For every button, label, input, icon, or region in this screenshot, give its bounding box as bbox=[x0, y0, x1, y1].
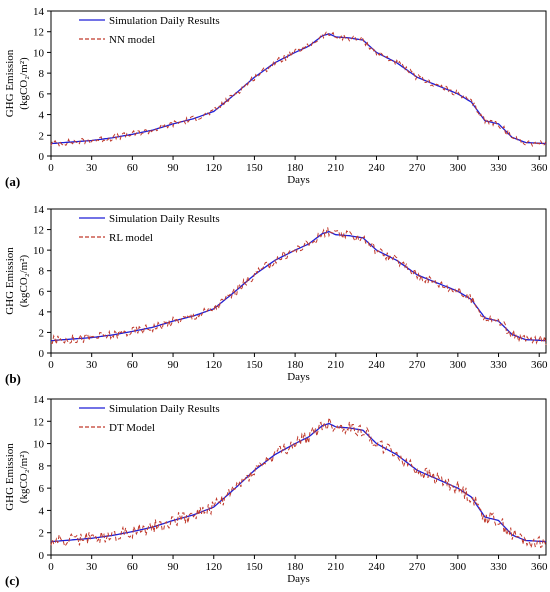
chart-panel-a: 0 2 4 6 8 10 12 14 0 30 60 90 120 150 180 210 240 270 300 3… bbox=[4, 6, 548, 189]
x-tick-label: 270 bbox=[409, 359, 426, 371]
x-tick-label: 210 bbox=[328, 359, 345, 371]
series-line-model bbox=[50, 31, 547, 147]
x-tick-label: 270 bbox=[409, 162, 426, 174]
x-tick-label: 330 bbox=[490, 561, 507, 573]
y-tick-label: 12 bbox=[33, 225, 44, 237]
y-tick-label: 4 bbox=[39, 110, 45, 122]
y-tick-label: 8 bbox=[39, 266, 45, 278]
y-tick-label: 12 bbox=[33, 416, 44, 428]
y-tick-label: 8 bbox=[39, 68, 45, 80]
plot-frame bbox=[50, 10, 547, 157]
y-tick-label: 4 bbox=[39, 307, 45, 319]
x-tick-label: 180 bbox=[287, 561, 304, 573]
y-axis-title-line1: GHG Emission bbox=[4, 49, 16, 117]
x-tick-label: 360 bbox=[531, 561, 548, 573]
x-tick-label: 120 bbox=[205, 359, 222, 371]
y-tick-label: 14 bbox=[33, 204, 45, 216]
x-tick-label: 300 bbox=[450, 561, 467, 573]
y-tick-label: 4 bbox=[39, 505, 45, 517]
x-tick-label: 240 bbox=[368, 162, 385, 174]
legend-label: NN model bbox=[109, 34, 155, 46]
panel-label: (a) bbox=[5, 174, 20, 189]
x-tick-label: 0 bbox=[48, 162, 54, 174]
y-tick-label: 6 bbox=[39, 89, 45, 101]
y-tick-label: 10 bbox=[33, 47, 45, 59]
chart-panel-c: 0 2 4 6 8 10 12 14 0 30 60 90 120 150 180 210 240 270 300 3… bbox=[4, 394, 548, 588]
x-tick-label: 180 bbox=[287, 162, 304, 174]
x-tick-label: 210 bbox=[328, 561, 345, 573]
panel-label: (c) bbox=[5, 573, 19, 588]
y-tick-label: 10 bbox=[33, 439, 45, 451]
x-tick-label: 0 bbox=[48, 561, 54, 573]
x-tick-label: 90 bbox=[168, 162, 180, 174]
x-tick-label: 150 bbox=[246, 162, 263, 174]
x-tick-label: 330 bbox=[490, 162, 507, 174]
y-tick-label: 14 bbox=[33, 394, 45, 406]
y-tick-label: 6 bbox=[39, 286, 45, 298]
x-tick-label: 240 bbox=[368, 561, 385, 573]
x-tick-label: 210 bbox=[328, 162, 345, 174]
x-tick-label: 150 bbox=[246, 561, 263, 573]
x-axis-title: Days bbox=[287, 174, 310, 186]
series-line-simulation bbox=[50, 230, 547, 342]
y-tick-label: 2 bbox=[39, 528, 45, 540]
y-axis-title-line2: (kgCO₂/m²) bbox=[18, 254, 30, 307]
series-line-model bbox=[50, 227, 547, 345]
y-axis-title-line2: (kgCO₂/m²) bbox=[18, 450, 30, 503]
series-line-model bbox=[50, 415, 547, 550]
x-tick-label: 90 bbox=[168, 359, 180, 371]
x-tick-label: 240 bbox=[368, 359, 385, 371]
x-tick-label: 30 bbox=[86, 162, 98, 174]
legend-label: Simulation Daily Results bbox=[109, 213, 220, 225]
y-tick-label: 8 bbox=[39, 461, 45, 473]
x-tick-label: 90 bbox=[168, 561, 180, 573]
x-axis-title: Days bbox=[287, 371, 310, 383]
x-tick-label: 180 bbox=[287, 359, 304, 371]
y-tick-label: 6 bbox=[39, 483, 45, 495]
y-tick-label: 12 bbox=[33, 27, 44, 39]
y-tick-label: 0 bbox=[39, 151, 45, 163]
x-tick-label: 270 bbox=[409, 561, 426, 573]
plot-frame bbox=[50, 208, 547, 354]
x-tick-label: 360 bbox=[531, 359, 548, 371]
x-tick-label: 300 bbox=[450, 359, 467, 371]
series-line-simulation bbox=[50, 33, 547, 145]
y-axis-title-line1: GHG Emission bbox=[4, 247, 16, 315]
y-tick-label: 2 bbox=[39, 327, 45, 339]
x-tick-label: 30 bbox=[86, 359, 98, 371]
y-tick-label: 2 bbox=[39, 130, 45, 142]
panel-label: (b) bbox=[5, 371, 21, 386]
legend-label: Simulation Daily Results bbox=[109, 15, 220, 27]
y-axis-title-line1: GHG Emission bbox=[4, 443, 16, 511]
x-tick-label: 60 bbox=[127, 359, 139, 371]
legend-label: Simulation Daily Results bbox=[109, 403, 220, 415]
x-tick-label: 300 bbox=[450, 162, 467, 174]
x-axis-title: Days bbox=[287, 573, 310, 585]
plot-frame bbox=[50, 398, 547, 556]
legend-label: DT Model bbox=[109, 422, 155, 434]
x-tick-label: 30 bbox=[86, 561, 98, 573]
x-tick-label: 60 bbox=[127, 561, 139, 573]
y-axis-title-line2: (kgCO₂/m²) bbox=[18, 57, 30, 110]
y-tick-label: 10 bbox=[33, 245, 45, 257]
x-tick-label: 150 bbox=[246, 359, 263, 371]
x-tick-label: 60 bbox=[127, 162, 139, 174]
chart-panel-b: 0 2 4 6 8 10 12 14 0 30 60 90 120 150 180 210 240 270 300 3… bbox=[4, 204, 548, 386]
legend-label: RL model bbox=[109, 232, 153, 244]
x-tick-label: 330 bbox=[490, 359, 507, 371]
x-tick-label: 360 bbox=[531, 162, 548, 174]
x-tick-label: 0 bbox=[48, 359, 54, 371]
x-tick-label: 120 bbox=[205, 162, 222, 174]
series-line-simulation bbox=[50, 422, 546, 543]
y-tick-label: 14 bbox=[33, 6, 45, 18]
y-tick-label: 0 bbox=[39, 550, 45, 562]
y-tick-label: 0 bbox=[39, 348, 45, 360]
x-tick-label: 120 bbox=[205, 561, 222, 573]
